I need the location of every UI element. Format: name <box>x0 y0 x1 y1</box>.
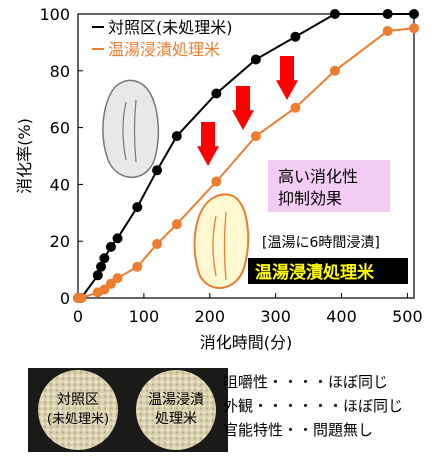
y-tick-label: 20 <box>50 232 70 251</box>
data-point-control <box>409 9 419 19</box>
note-chewiness: 咀嚼性・・・・ほぼ同じ <box>223 373 389 391</box>
down-arrow-icon <box>276 56 298 100</box>
data-point-treated <box>132 261 143 272</box>
data-point-treated <box>99 284 110 295</box>
data-point-control <box>152 165 163 176</box>
treated-badge <box>248 258 408 284</box>
data-point-treated <box>409 23 419 34</box>
data-point-control <box>92 270 103 281</box>
untreated-grain-illustration <box>102 79 160 178</box>
data-point-treated <box>250 131 261 142</box>
y-tick-label: 60 <box>50 119 70 138</box>
down-arrow-icon <box>197 122 219 166</box>
y-tick-label: 100 <box>39 5 70 24</box>
data-point-treated <box>290 102 301 113</box>
note-appearance: 外観・・・・・・ほぼ同じ <box>223 397 404 415</box>
y-tick-label: 40 <box>50 175 70 194</box>
data-point-treated <box>152 239 163 250</box>
down-arrow-icon <box>232 86 254 130</box>
rice-photos: 対照区 (未処理米) 温湯浸漬 処理米 <box>28 368 228 452</box>
treated-grain-illustration <box>193 193 250 289</box>
x-axis-label: 消化時間(分) <box>200 333 293 352</box>
x-tick-label: 500 <box>392 307 423 326</box>
data-point-treated <box>382 26 393 37</box>
quality-notes: 咀嚼性・・・・ほぼ同じ 外観・・・・・・ほぼ同じ 官能特性・・問題無し <box>223 370 403 442</box>
legend-control-label: 対照区(未処理米) <box>108 18 233 37</box>
data-point-control <box>171 131 182 142</box>
effect-label-1: 高い消化性 <box>278 167 358 186</box>
y-tick-label: 80 <box>50 62 70 81</box>
control-photo-label-2: (未処理米) <box>47 412 109 427</box>
digestion-chart: 0 20 40 60 80 100 0 100 200 300 400 500 消化時間(分) 消化率(%… <box>15 5 423 352</box>
data-point-control <box>99 253 110 264</box>
effect-highlight-box <box>268 160 390 212</box>
grain-line-icon <box>122 101 127 161</box>
x-tick-label: 100 <box>129 307 160 326</box>
grain-line-icon <box>133 99 137 163</box>
data-point-control <box>250 54 261 65</box>
data-point-control <box>96 261 107 272</box>
treatment-note: [温湯に6時間浸漬] <box>262 234 380 251</box>
grain-line-icon <box>212 215 217 277</box>
effect-label-2: 抑制効果 <box>278 189 342 208</box>
control-photo-label-1: 対照区 <box>57 392 99 408</box>
y-axis-label: 消化率(%) <box>15 118 34 194</box>
data-point-control <box>105 241 116 252</box>
data-point-control <box>112 233 123 244</box>
treated-badge-label: 温湯浸漬処理米 <box>255 262 375 283</box>
data-point-treated <box>105 278 116 289</box>
data-point-control <box>382 9 393 19</box>
x-tick-label: 300 <box>260 307 291 326</box>
x-tick-label: 400 <box>326 307 357 326</box>
data-point-control <box>290 31 301 42</box>
treated-rice-sample <box>136 370 216 450</box>
y-tick-label: 0 <box>60 289 70 308</box>
data-point-treated <box>76 293 87 303</box>
data-point-treated <box>211 176 222 187</box>
control-rice-sample <box>38 370 118 450</box>
treated-photo-label-1: 温湯浸漬 <box>148 391 204 408</box>
treated-photo-label-2: 処理米 <box>155 411 197 427</box>
plot-frame <box>77 13 415 299</box>
grain-line-icon <box>223 211 227 281</box>
note-sensory: 官能特性・・問題無し <box>223 421 374 439</box>
x-tick-label: 200 <box>194 307 225 326</box>
data-point-treated <box>112 273 123 284</box>
x-tick-label: 0 <box>73 307 83 326</box>
data-point-treated <box>171 219 182 230</box>
data-point-treated <box>329 65 340 76</box>
data-point-control <box>132 202 143 213</box>
data-point-control <box>211 88 222 99</box>
data-point-control <box>329 9 340 19</box>
legend-treated-label: 温湯浸漬処理米 <box>108 40 220 59</box>
